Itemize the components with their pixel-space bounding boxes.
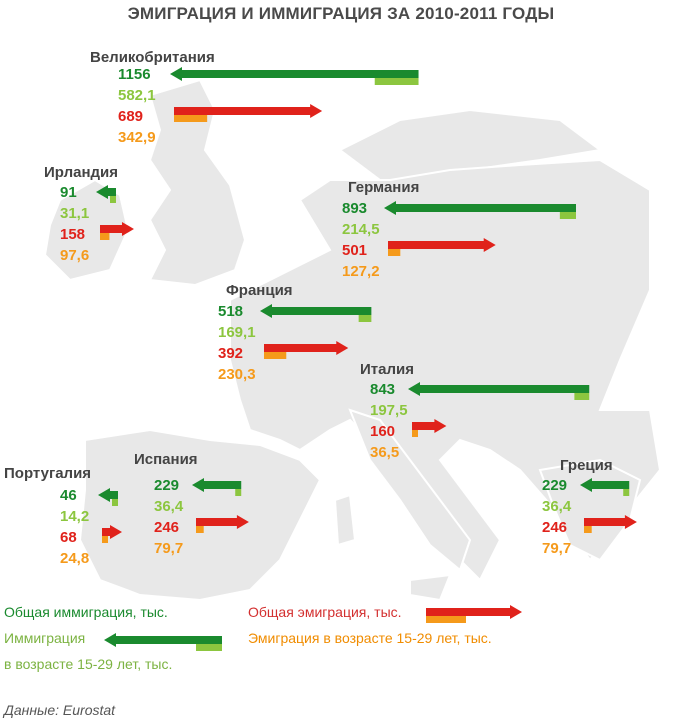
country-0-emi-total-bar xyxy=(174,104,323,118)
country-5-emi-young-bar xyxy=(102,536,108,543)
country-6-name: Испания xyxy=(134,451,198,468)
country-3-name: Франция xyxy=(226,282,293,299)
country-4-imm-young-label: 197,5 xyxy=(370,402,408,419)
legend-immigration-young-swatch xyxy=(196,644,222,651)
country-3-imm-young-label: 169,1 xyxy=(218,324,256,341)
country-4-imm-young-bar xyxy=(574,393,590,400)
country-2-emi-total-bar xyxy=(388,238,496,252)
country-3-emi-total-bar xyxy=(264,341,349,355)
country-5-emi-total-bar xyxy=(102,525,122,539)
legend-emigration-young-label: Эмиграция в возрасте 15-29 лет, тыс. xyxy=(248,630,492,646)
country-7-emi-total-bar xyxy=(584,515,637,529)
map-ireland xyxy=(43,178,130,282)
country-2-emi-total-label: 501 xyxy=(342,242,367,259)
country-2-emi-young-label: 127,2 xyxy=(342,263,380,280)
country-5-imm-total-bar xyxy=(98,488,118,502)
country-4-name: Италия xyxy=(360,361,414,378)
country-0-imm-young-label: 582,1 xyxy=(118,87,156,104)
country-6-imm-total-bar xyxy=(192,478,242,492)
country-0-imm-young-bar xyxy=(374,78,419,85)
country-7-emi-total-label: 246 xyxy=(542,519,567,536)
legend-emigration-young-swatch xyxy=(426,616,466,623)
country-0-emi-young-bar xyxy=(174,115,208,122)
country-3-emi-young-label: 230,3 xyxy=(218,366,256,383)
country-6-emi-young-bar xyxy=(196,526,204,533)
country-3-imm-young-bar xyxy=(358,315,372,322)
country-2-imm-young-label: 214,5 xyxy=(342,221,380,238)
country-6-imm-young-bar xyxy=(235,489,242,496)
country-4-imm-total-label: 843 xyxy=(370,381,395,398)
country-5-name: Португалия xyxy=(4,465,91,482)
country-0-emi-young-label: 342,9 xyxy=(118,129,156,146)
legend-immigration-arrow xyxy=(104,633,222,647)
country-2-imm-total-bar xyxy=(384,201,576,215)
country-7-emi-young-label: 79,7 xyxy=(542,540,571,557)
country-2-imm-young-bar xyxy=(559,212,576,219)
country-3-emi-young-bar xyxy=(264,352,287,359)
country-7-imm-young-label: 36,4 xyxy=(542,498,572,515)
data-source: Данные: Eurostat xyxy=(4,702,116,718)
country-3-emi-total-label: 392 xyxy=(218,345,243,362)
country-5-emi-young-label: 24,8 xyxy=(60,550,89,567)
legend-emigration-arrow xyxy=(426,605,522,619)
country-6-emi-total-label: 246 xyxy=(154,519,179,536)
map-great-britain xyxy=(148,78,247,287)
legend-immigration-young-label-2: в возрасте 15-29 лет, тыс. xyxy=(4,656,173,672)
country-1-emi-total-label: 158 xyxy=(60,226,85,243)
country-1-emi-young-bar xyxy=(100,233,110,240)
country-6-emi-young-label: 79,7 xyxy=(154,540,183,557)
country-1-emi-total-bar xyxy=(100,222,134,236)
country-4-imm-total-bar xyxy=(408,382,590,396)
country-6-imm-total-label: 229 xyxy=(154,477,179,494)
country-3-imm-total-label: 518 xyxy=(218,303,243,320)
country-0-name: Великобритания xyxy=(90,49,215,66)
country-0-imm-total-label: 1156 xyxy=(118,66,151,83)
country-3-imm-total-bar xyxy=(260,304,372,318)
country-1-imm-young-label: 31,1 xyxy=(60,205,89,222)
country-0-emi-total-label: 689 xyxy=(118,108,143,125)
country-4-emi-total-label: 160 xyxy=(370,423,395,440)
map-italy xyxy=(348,408,472,572)
country-5-emi-total-label: 68 xyxy=(60,529,77,546)
country-6-emi-total-bar xyxy=(196,515,249,529)
legend-immigration-total-label: Общая иммиграция, тыс. xyxy=(4,604,168,620)
country-5-imm-total-label: 46 xyxy=(60,487,77,504)
country-4-emi-young-label: 36,5 xyxy=(370,444,399,461)
legend-emigration-total-label: Общая эмиграция, тыс. xyxy=(248,604,402,620)
country-1-name: Ирландия xyxy=(44,164,118,181)
country-7-imm-total-bar xyxy=(580,478,630,492)
country-5-imm-young-bar xyxy=(112,499,118,506)
country-0-imm-total-bar xyxy=(170,67,419,81)
country-7-imm-young-bar xyxy=(623,489,630,496)
country-4-emi-total-bar xyxy=(412,419,447,433)
country-1-imm-young-bar xyxy=(110,196,116,203)
country-5-imm-young-label: 14,2 xyxy=(60,508,89,525)
chart-title: ЭМИГРАЦИЯ И ИММИГРАЦИЯ ЗА 2010-2011 ГОДЫ xyxy=(127,4,555,23)
country-2-emi-young-bar xyxy=(388,249,401,256)
country-7-emi-young-bar xyxy=(584,526,592,533)
country-1-imm-total-bar xyxy=(96,185,116,199)
map-sicily xyxy=(409,573,452,602)
map-iberia xyxy=(78,428,322,602)
country-2-imm-total-label: 893 xyxy=(342,200,367,217)
country-6-imm-young-label: 36,4 xyxy=(154,498,184,515)
map-sardinia xyxy=(333,493,357,547)
legend-immigration-young-label-1: Иммиграция xyxy=(4,630,86,646)
country-1-imm-total-label: 91 xyxy=(60,184,77,201)
country-4-emi-young-bar xyxy=(412,430,418,437)
country-7-name: Греция xyxy=(560,457,613,474)
country-7-imm-total-label: 229 xyxy=(542,477,567,494)
country-1-emi-young-label: 97,6 xyxy=(60,247,89,264)
country-2-name: Германия xyxy=(348,179,419,196)
